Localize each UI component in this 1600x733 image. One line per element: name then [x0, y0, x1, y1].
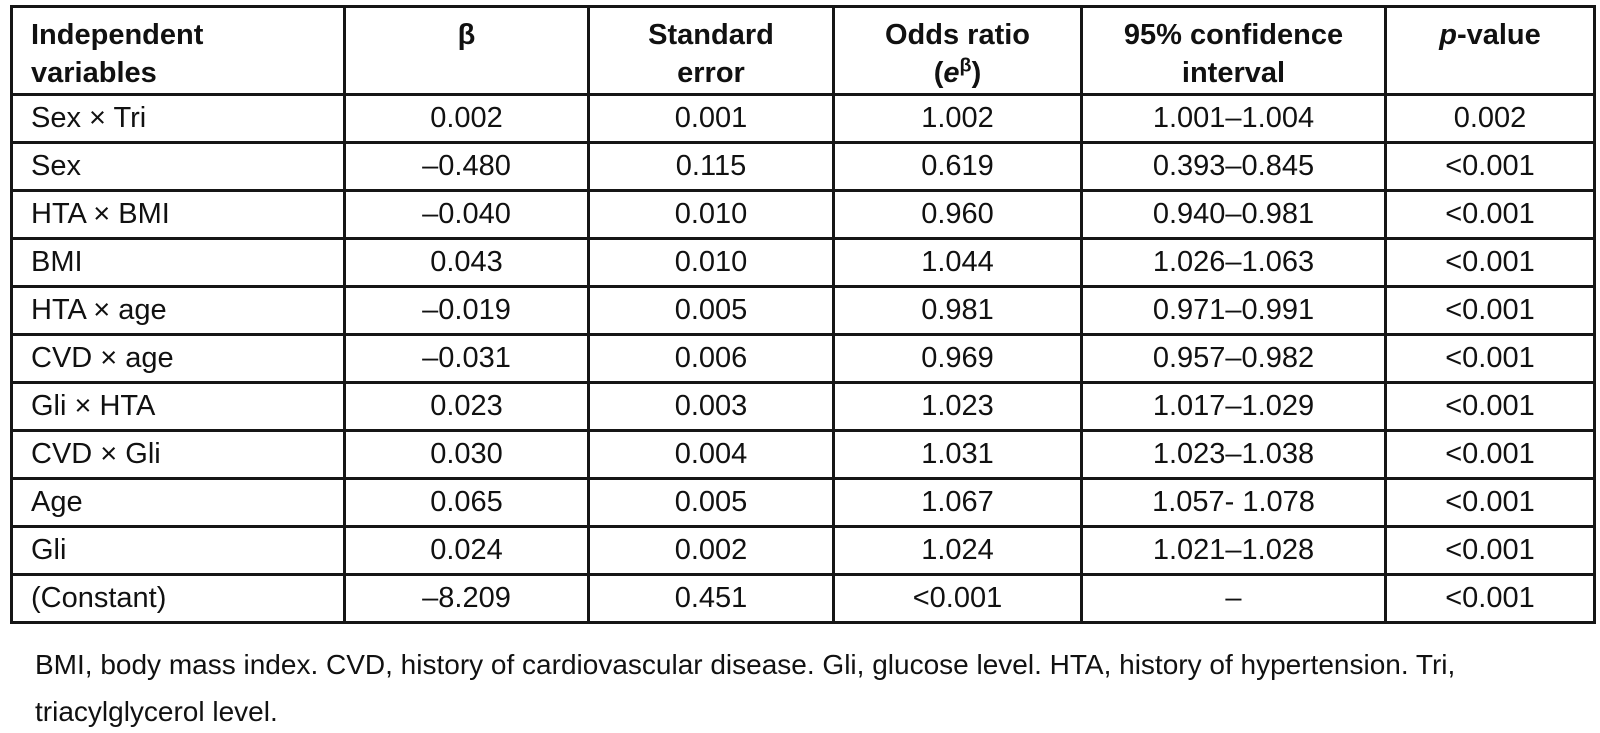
- variable-label-cell: Sex × Tri: [10, 93, 346, 144]
- value-cell: 0.010: [587, 189, 835, 240]
- variable-label-cell: HTA × age: [10, 285, 346, 336]
- value-cell: 1.044: [832, 237, 1083, 288]
- variable-label-cell: HTA × BMI: [10, 189, 346, 240]
- table-row: Gli × HTA 0.023 0.003 1.023 1.017–1.029 <0.00…: [10, 381, 1596, 432]
- value-cell: <0.001: [1384, 477, 1596, 528]
- value-cell: –: [1080, 573, 1387, 624]
- value-cell: 0.002: [587, 525, 835, 576]
- value-cell: 0.003: [587, 381, 835, 432]
- table-row: Gli 0.024 0.002 1.024 1.021–1.028 <0.001: [10, 525, 1596, 576]
- col-header-confidence-interval: 95% confidence interval: [1080, 5, 1387, 96]
- value-cell: 0.030: [343, 429, 590, 480]
- variable-label-cell: CVD × Gli: [10, 429, 346, 480]
- value-cell: 0.005: [587, 285, 835, 336]
- value-cell: <0.001: [1384, 381, 1596, 432]
- variable-label-cell: Gli: [10, 525, 346, 576]
- table-row: Sex –0.480 0.115 0.619 0.393–0.845 <0.001: [10, 141, 1596, 192]
- value-cell: 1.031: [832, 429, 1083, 480]
- odds-ratio-line1: Odds ratio: [884, 19, 1030, 51]
- value-cell: 1.023: [832, 381, 1083, 432]
- value-cell: 0.004: [587, 429, 835, 480]
- value-cell: 0.065: [343, 477, 590, 528]
- value-cell: 0.619: [832, 141, 1083, 192]
- value-cell: 0.960: [832, 189, 1083, 240]
- odds-ratio-formula: (eβ): [933, 54, 982, 90]
- value-cell: 0.024: [343, 525, 590, 576]
- value-cell: 1.021–1.028: [1080, 525, 1387, 576]
- value-cell: 0.005: [587, 477, 835, 528]
- value-cell: <0.001: [1384, 525, 1596, 576]
- table-body: Sex × Tri 0.002 0.001 1.002 1.001–1.004 0.002…: [10, 93, 1596, 624]
- value-cell: 1.002: [832, 93, 1083, 144]
- value-cell: <0.001: [1384, 141, 1596, 192]
- value-cell: 1.001–1.004: [1080, 93, 1387, 144]
- table-row: HTA × age –0.019 0.005 0.981 0.971–0.991 <0.0…: [10, 285, 1596, 336]
- col-header-p-value: p-value: [1384, 5, 1596, 96]
- table-row: (Constant) –8.209 0.451 <0.001– <0.001: [10, 573, 1596, 624]
- value-cell: 0.969: [832, 333, 1083, 384]
- table-row: CVD × age –0.031 0.006 0.969 0.957–0.982 <0.0…: [10, 333, 1596, 384]
- table-row: Sex × Tri 0.002 0.001 1.002 1.001–1.004 0.002: [10, 93, 1596, 144]
- table-header-row: Independent variables β Standard error O…: [10, 5, 1596, 96]
- value-cell: 0.971–0.991: [1080, 285, 1387, 336]
- table-row: CVD × Gli 0.030 0.004 1.031 1.023–1.038 <0.00…: [10, 429, 1596, 480]
- value-cell: <0.001: [1384, 573, 1596, 624]
- abbreviations-footnote: BMI, body mass index. CVD, history of ca…: [35, 649, 1456, 727]
- euler-e: e: [943, 57, 960, 90]
- value-cell: 0.451: [587, 573, 835, 624]
- value-cell: –0.019: [343, 285, 590, 336]
- variable-label-cell: BMI: [10, 237, 346, 288]
- value-cell: 1.057- 1.078: [1080, 477, 1387, 528]
- beta-superscript: β: [959, 54, 972, 77]
- logistic-regression-table: Independent variables β Standard error O…: [10, 5, 1596, 624]
- value-cell: 1.024: [832, 525, 1083, 576]
- value-cell: <0.001: [1384, 237, 1596, 288]
- paren-open: (: [933, 57, 944, 90]
- value-cell: 0.940–0.981: [1080, 189, 1387, 240]
- value-cell: <0.001: [1384, 285, 1596, 336]
- value-cell: 0.001: [587, 93, 835, 144]
- col-header-independent-variables: Independent variables: [10, 5, 346, 96]
- p-value-rest: -value: [1456, 19, 1541, 51]
- value-cell: <0.001: [832, 573, 1083, 624]
- col-header-beta: β: [343, 5, 590, 96]
- regression-table-wrapper: Independent variables β Standard error O…: [10, 5, 1596, 624]
- paren-close: ): [971, 57, 982, 90]
- value-cell: <0.001: [1384, 333, 1596, 384]
- value-cell: –8.209: [343, 573, 590, 624]
- value-cell: –0.480: [343, 141, 590, 192]
- value-cell: 0.981: [832, 285, 1083, 336]
- variable-label-cell: Age: [10, 477, 346, 528]
- value-cell: 0.957–0.982: [1080, 333, 1387, 384]
- variable-label-cell: Sex: [10, 141, 346, 192]
- value-cell: 1.026–1.063: [1080, 237, 1387, 288]
- value-cell: 0.393–0.845: [1080, 141, 1387, 192]
- value-cell: 0.043: [343, 237, 590, 288]
- variable-label-cell: CVD × age: [10, 333, 346, 384]
- value-cell: 1.017–1.029: [1080, 381, 1387, 432]
- value-cell: <0.001: [1384, 189, 1596, 240]
- variable-label-cell: Gli × HTA: [10, 381, 346, 432]
- table-row: Age 0.065 0.005 1.067 1.057- 1.078 <0.001: [10, 477, 1596, 528]
- value-cell: 0.115: [587, 141, 835, 192]
- table-row: BMI 0.043 0.010 1.044 1.026–1.063 <0.001: [10, 237, 1596, 288]
- value-cell: 0.002: [343, 93, 590, 144]
- value-cell: 0.023: [343, 381, 590, 432]
- value-cell: 0.010: [587, 237, 835, 288]
- table-row: HTA × BMI –0.040 0.010 0.960 0.940–0.981 <0.0…: [10, 189, 1596, 240]
- variable-label-cell: (Constant): [10, 573, 346, 624]
- value-cell: –0.031: [343, 333, 590, 384]
- value-cell: 1.023–1.038: [1080, 429, 1387, 480]
- value-cell: –0.040: [343, 189, 590, 240]
- value-cell: 0.006: [587, 333, 835, 384]
- p-italic: p: [1439, 19, 1457, 51]
- col-header-odds-ratio: Odds ratio (eβ): [832, 5, 1083, 96]
- value-cell: 0.002: [1384, 93, 1596, 144]
- col-header-standard-error: Standard error: [587, 5, 835, 96]
- value-cell: <0.001: [1384, 429, 1596, 480]
- value-cell: 1.067: [832, 477, 1083, 528]
